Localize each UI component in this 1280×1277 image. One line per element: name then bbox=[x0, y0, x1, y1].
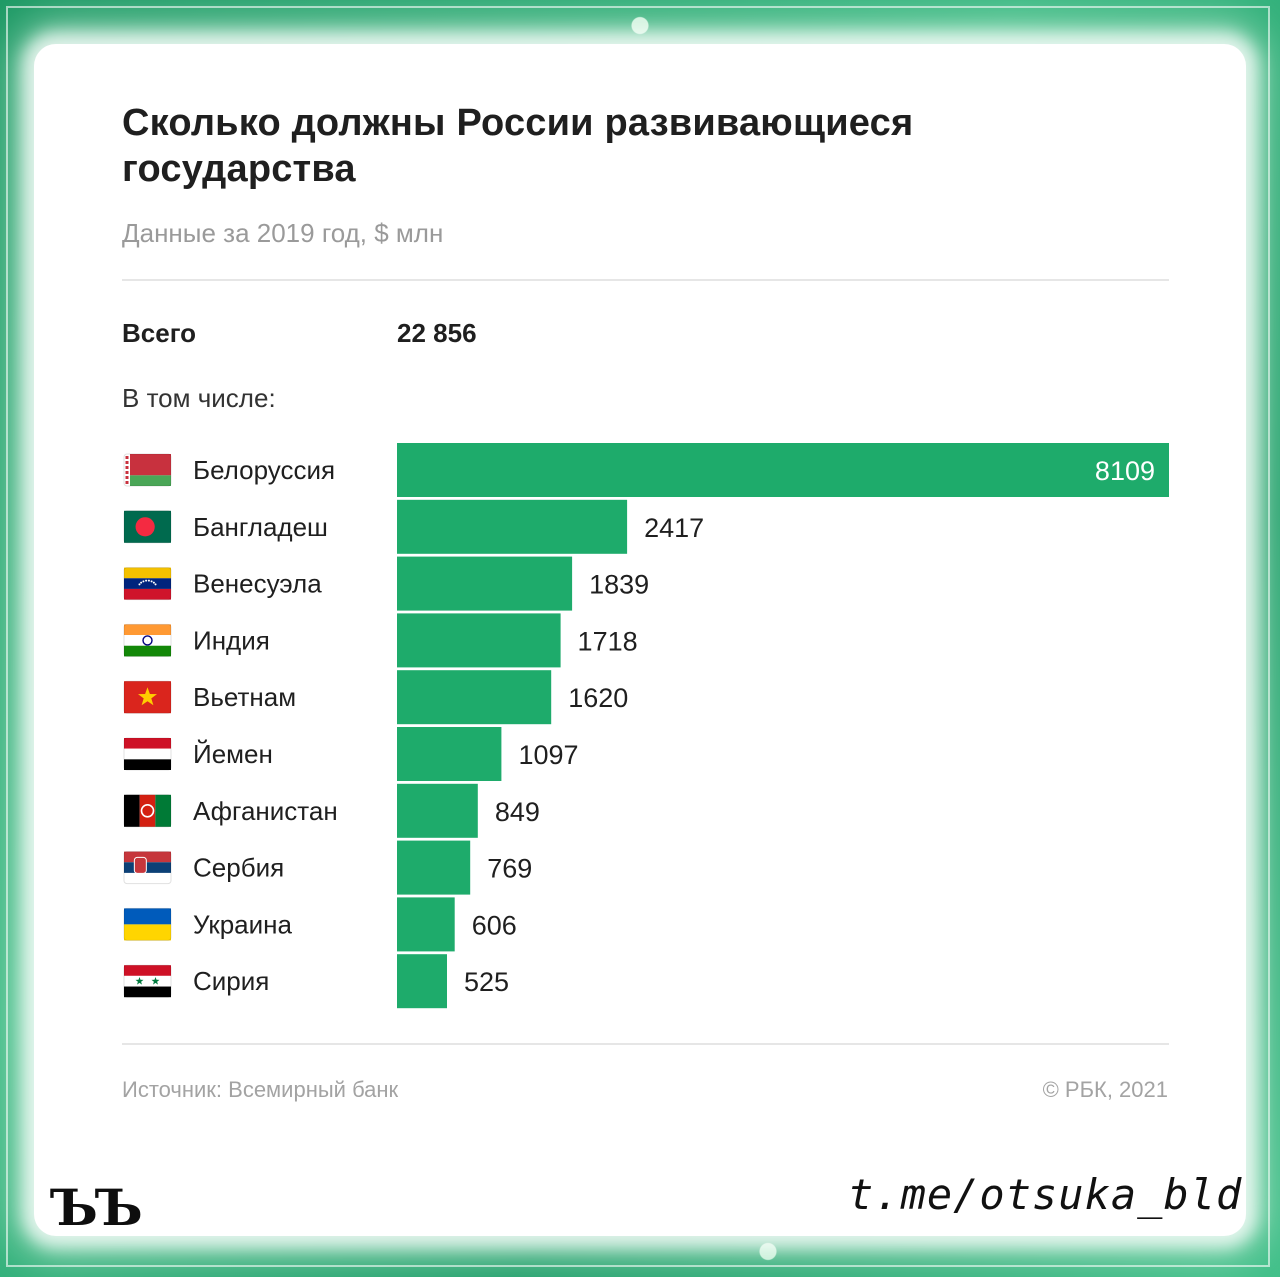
value-label: 1839 bbox=[589, 570, 649, 600]
flag-syria-icon bbox=[123, 964, 172, 998]
channel-handle: t.me/otsuka_bld bbox=[848, 1170, 1243, 1219]
source-note: Источник: Всемирный банк bbox=[122, 1077, 399, 1102]
value-label: 8109 bbox=[1095, 456, 1155, 486]
category-label: Йемен bbox=[193, 739, 273, 769]
category-label: Бангладеш bbox=[193, 512, 328, 542]
bar bbox=[397, 670, 552, 725]
category-label: Афганистан bbox=[193, 796, 338, 826]
copyright-note: © РБК, 2021 bbox=[1042, 1077, 1168, 1102]
value-label: 1718 bbox=[578, 626, 638, 656]
bar bbox=[397, 783, 478, 838]
flag-venezuela-icon bbox=[123, 567, 172, 601]
bar bbox=[397, 727, 502, 781]
value-label: 849 bbox=[495, 797, 540, 827]
flag-belarus-icon bbox=[123, 453, 172, 487]
bar bbox=[397, 954, 447, 1009]
flag-ukraine-icon bbox=[123, 907, 172, 941]
bar bbox=[397, 556, 573, 611]
flag-india-icon bbox=[123, 623, 172, 657]
flag-serbia-icon bbox=[123, 851, 172, 885]
flag-yemen-icon bbox=[123, 737, 172, 771]
category-label: Вьетнам bbox=[193, 682, 296, 712]
bar bbox=[397, 613, 561, 668]
category-label: Индия bbox=[193, 625, 270, 655]
flag-bangladesh-icon bbox=[123, 510, 172, 544]
bar bbox=[397, 499, 628, 554]
value-label: 1097 bbox=[518, 740, 578, 770]
chart-title: Сколько должны России развивающиеся госу… bbox=[122, 102, 914, 190]
flag-afghanistan-icon bbox=[123, 794, 172, 828]
value-label: 2417 bbox=[644, 513, 704, 543]
category-label: Украина bbox=[193, 909, 293, 939]
total-value: 22 856 bbox=[397, 318, 477, 348]
total-label: Всего bbox=[122, 318, 197, 348]
infographic-card bbox=[34, 44, 1246, 1236]
flag-vietnam-icon bbox=[123, 680, 172, 714]
divider-top bbox=[122, 279, 1169, 281]
category-label: Белоруссия bbox=[193, 455, 335, 485]
brand-logo: ЪЪ bbox=[50, 1178, 143, 1237]
bar bbox=[397, 840, 471, 895]
including-label: В том числе: bbox=[122, 383, 276, 413]
value-label: 525 bbox=[464, 967, 509, 997]
category-label: Сирия bbox=[193, 966, 269, 996]
bar bbox=[397, 443, 1169, 497]
value-label: 606 bbox=[472, 910, 517, 940]
value-label: 1620 bbox=[568, 683, 628, 713]
category-label: Сербия bbox=[193, 853, 284, 883]
value-label: 769 bbox=[487, 854, 532, 884]
divider-bottom bbox=[122, 1043, 1169, 1045]
bar bbox=[397, 897, 455, 952]
chart-subtitle: Данные за 2019 год, $ млн bbox=[122, 218, 444, 248]
category-label: Венесуэла bbox=[193, 569, 322, 599]
